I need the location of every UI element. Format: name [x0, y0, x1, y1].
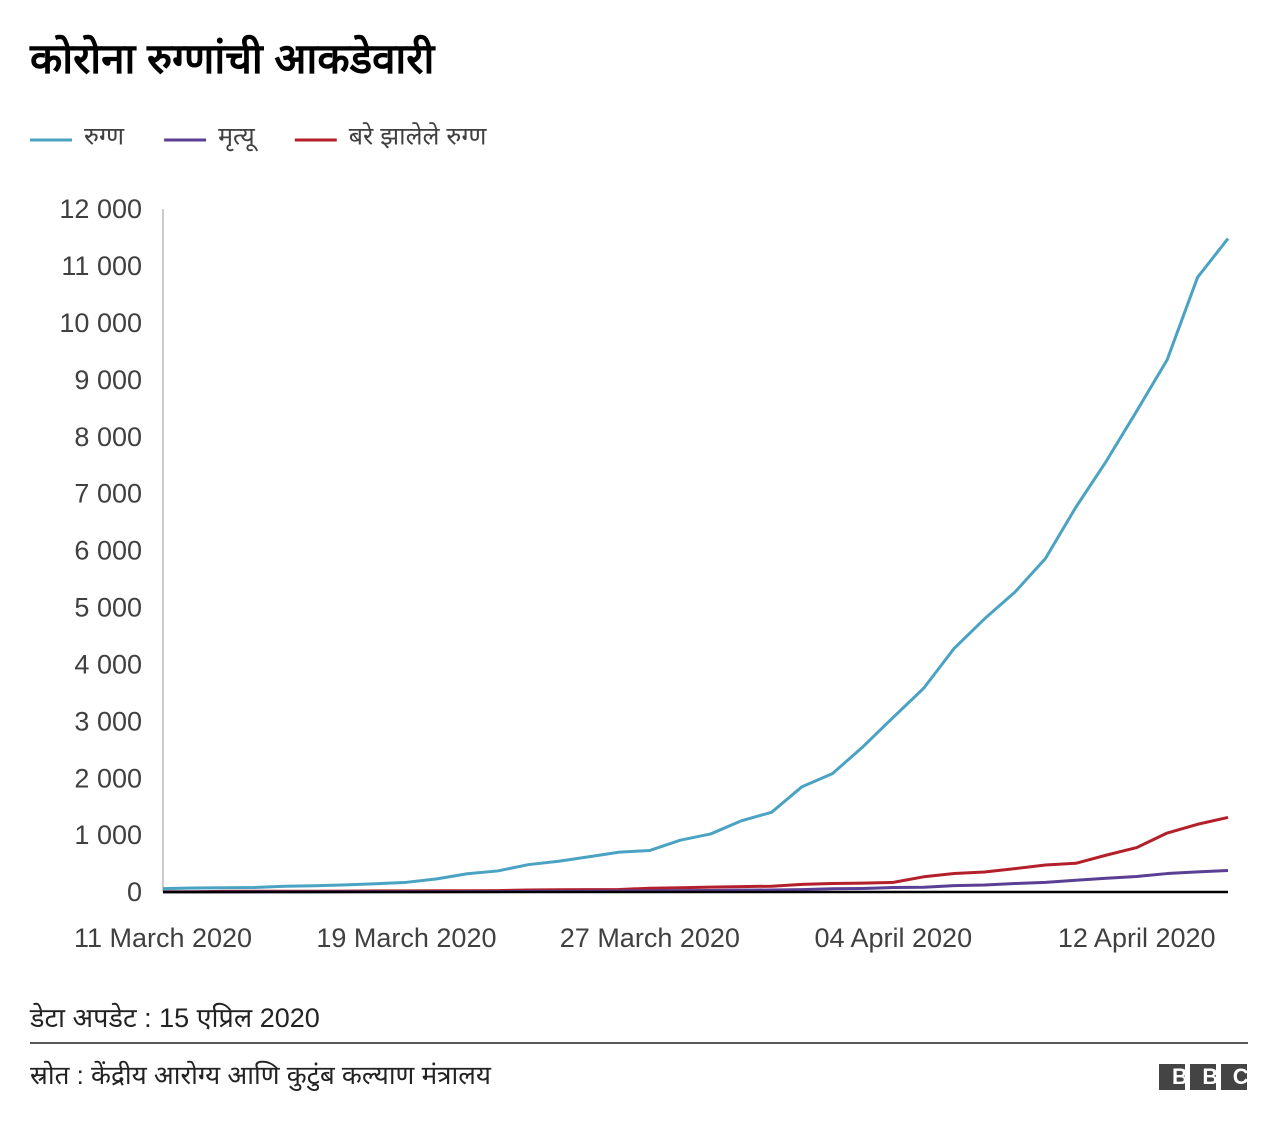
logo-box	[1221, 1064, 1247, 1090]
source: स्रोत : केंद्रीय आरोग्य आणि कुटुंब कल्या…	[30, 1060, 492, 1091]
y-tick-label: 5 000	[74, 593, 142, 623]
x-tick-label: 27 March 2020	[560, 923, 740, 953]
legend-label: रुग्ण	[84, 123, 125, 151]
x-tick-label: 12 April 2020	[1058, 923, 1216, 953]
x-tick-label: 04 April 2020	[814, 923, 972, 953]
x-tick-label: 11 March 2020	[74, 923, 252, 953]
note: डेटा अपडेट : 15 एप्रिल 2020	[29, 1002, 320, 1033]
y-tick-label: 6 000	[74, 536, 142, 566]
legend-label: मृत्यू	[218, 123, 259, 152]
bbc-logo: BBC	[1159, 1064, 1263, 1090]
y-tick-label: 11 000	[61, 251, 142, 281]
y-tick-label: 10 000	[59, 308, 142, 338]
chart-title: कोरोना रुग्णांची आकडेवारी	[29, 34, 436, 82]
legend-label: बरे झालेले रुग्ण	[349, 122, 488, 151]
logo-box	[1159, 1064, 1185, 1090]
y-tick-label: 1 000	[74, 820, 142, 850]
y-tick-label: 2 000	[74, 763, 142, 793]
y-tick-label: 12 000	[59, 194, 142, 224]
series-line	[162, 237, 1230, 891]
y-tick-label: 4 000	[74, 649, 142, 679]
y-tick-label: 7 000	[74, 479, 142, 509]
y-tick-label: 9 000	[74, 365, 142, 395]
logo-text: BBC	[1172, 1064, 1263, 1089]
y-tick-label: 3 000	[74, 706, 142, 736]
logo-box	[1190, 1064, 1216, 1090]
y-tick-label: 8 000	[74, 422, 142, 452]
x-tick-label: 19 March 2020	[316, 923, 496, 953]
y-tick-label: 0	[127, 877, 142, 907]
